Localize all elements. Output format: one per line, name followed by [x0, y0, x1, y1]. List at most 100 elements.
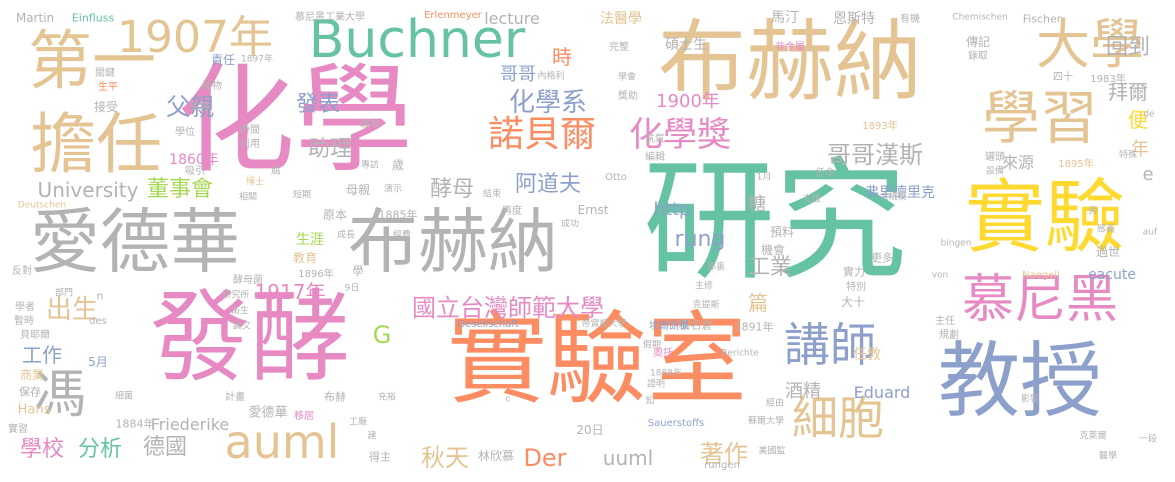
- word: 弗里德里克: [865, 185, 935, 201]
- word: 感義: [1096, 224, 1116, 235]
- word: 1917年: [254, 280, 326, 304]
- word: 德國: [142, 435, 188, 460]
- word: 恩斯特: [833, 11, 875, 27]
- word: 四十: [1053, 72, 1073, 83]
- word: 保存: [19, 385, 41, 399]
- word: 酒精: [785, 381, 821, 402]
- word: 機會: [760, 243, 786, 257]
- word: 貝耶爾: [20, 330, 50, 341]
- word: 知: [645, 396, 655, 407]
- word: 實驗: [965, 171, 1125, 264]
- word: 利用: [240, 139, 260, 150]
- word: 1885年: [378, 208, 418, 222]
- word: 時間: [240, 125, 260, 136]
- word: 1888年: [650, 368, 682, 379]
- word: rung: [674, 227, 726, 252]
- word: Fischer: [1022, 12, 1062, 26]
- word: 研究: [643, 145, 907, 299]
- word: 法醫學: [600, 11, 642, 27]
- word: 發表: [295, 92, 341, 117]
- word: 董事會: [146, 177, 214, 202]
- word: 1884年: [115, 417, 155, 431]
- word: 特別: [846, 282, 866, 293]
- word: 拜爾: [1108, 80, 1148, 104]
- word: 醫學: [1098, 451, 1118, 462]
- word: 奧托: [653, 348, 673, 359]
- word: 母親: [345, 183, 371, 197]
- word: 生涯: [296, 232, 324, 248]
- word: 實習: [8, 424, 28, 435]
- word: 學校: [19, 437, 65, 462]
- word: c: [505, 394, 511, 405]
- word: 年: [1131, 139, 1149, 160]
- word: 諾貝爾: [487, 114, 597, 155]
- word: 支援: [802, 194, 822, 205]
- word: 1月: [756, 172, 772, 183]
- word: 克提斯: [692, 300, 720, 311]
- word: 責任: [210, 53, 236, 67]
- word: 預料: [769, 225, 795, 239]
- word: 實驗室: [447, 301, 747, 418]
- word: lecture: [484, 9, 540, 28]
- word: 大規模: [879, 192, 907, 203]
- word: 非金屬: [775, 42, 805, 53]
- word: Naegeli: [1022, 270, 1060, 281]
- word: Eduard: [853, 383, 911, 402]
- word: des: [89, 316, 107, 327]
- word: 編輯: [645, 152, 665, 163]
- word: von: [931, 270, 949, 281]
- word: 原本: [322, 208, 348, 222]
- word: 化學獎: [629, 115, 731, 155]
- word: 慕尼黑工業大學: [295, 12, 365, 23]
- word: 9日: [344, 283, 360, 294]
- word: 得主: [369, 450, 391, 464]
- word: 一段: [1138, 434, 1158, 445]
- word: 實力: [843, 265, 865, 279]
- word: 1897年: [241, 54, 273, 65]
- word: Friederike: [150, 415, 230, 434]
- word: 馮: [33, 365, 87, 425]
- word: bingen: [940, 238, 972, 249]
- word: 葉名倉: [679, 318, 713, 332]
- word: 關鍵: [95, 68, 115, 79]
- word: 演示: [383, 184, 403, 195]
- word: 經由: [765, 398, 785, 409]
- word: 布赫納: [657, 10, 923, 113]
- word: 秋天: [421, 444, 469, 472]
- word: 有機: [900, 14, 920, 25]
- word: 工業: [747, 255, 793, 280]
- word: 細胞: [792, 391, 884, 445]
- word: 腐: [271, 166, 281, 177]
- word: 特殊: [1118, 150, 1138, 161]
- word: 歲: [391, 158, 405, 172]
- word: uuml: [602, 446, 654, 470]
- word: Chemischen: [952, 12, 1008, 23]
- word: 研究所: [222, 290, 250, 301]
- word: 1895年: [1058, 159, 1094, 170]
- word: 教育: [292, 251, 318, 265]
- word: de: [1143, 109, 1155, 120]
- word: 助理: [307, 137, 353, 162]
- word: 大十: [840, 295, 866, 309]
- word: 旁: [1088, 206, 1098, 217]
- word: 5月: [88, 355, 108, 369]
- word: 1893年: [862, 121, 898, 132]
- word: 酵母: [429, 177, 475, 202]
- word: 任命: [815, 168, 835, 179]
- word: auml: [224, 415, 340, 469]
- word: 帝實根大學: [581, 319, 627, 330]
- word: 衛生: [230, 306, 250, 317]
- word: 任教: [853, 347, 881, 363]
- word: Ernst: [577, 203, 609, 217]
- word: 化學系: [508, 88, 588, 118]
- word: 便: [1128, 108, 1148, 132]
- word: Erlenmeyer: [424, 10, 482, 21]
- word: 父親: [166, 93, 214, 121]
- word: 細菌: [114, 391, 134, 402]
- word: eacute: [1088, 267, 1136, 283]
- word: n: [96, 289, 104, 303]
- word: 林欣慕: [477, 449, 515, 463]
- word: 證明: [646, 379, 666, 390]
- word: 經費: [392, 230, 412, 241]
- word: 移居: [294, 411, 314, 422]
